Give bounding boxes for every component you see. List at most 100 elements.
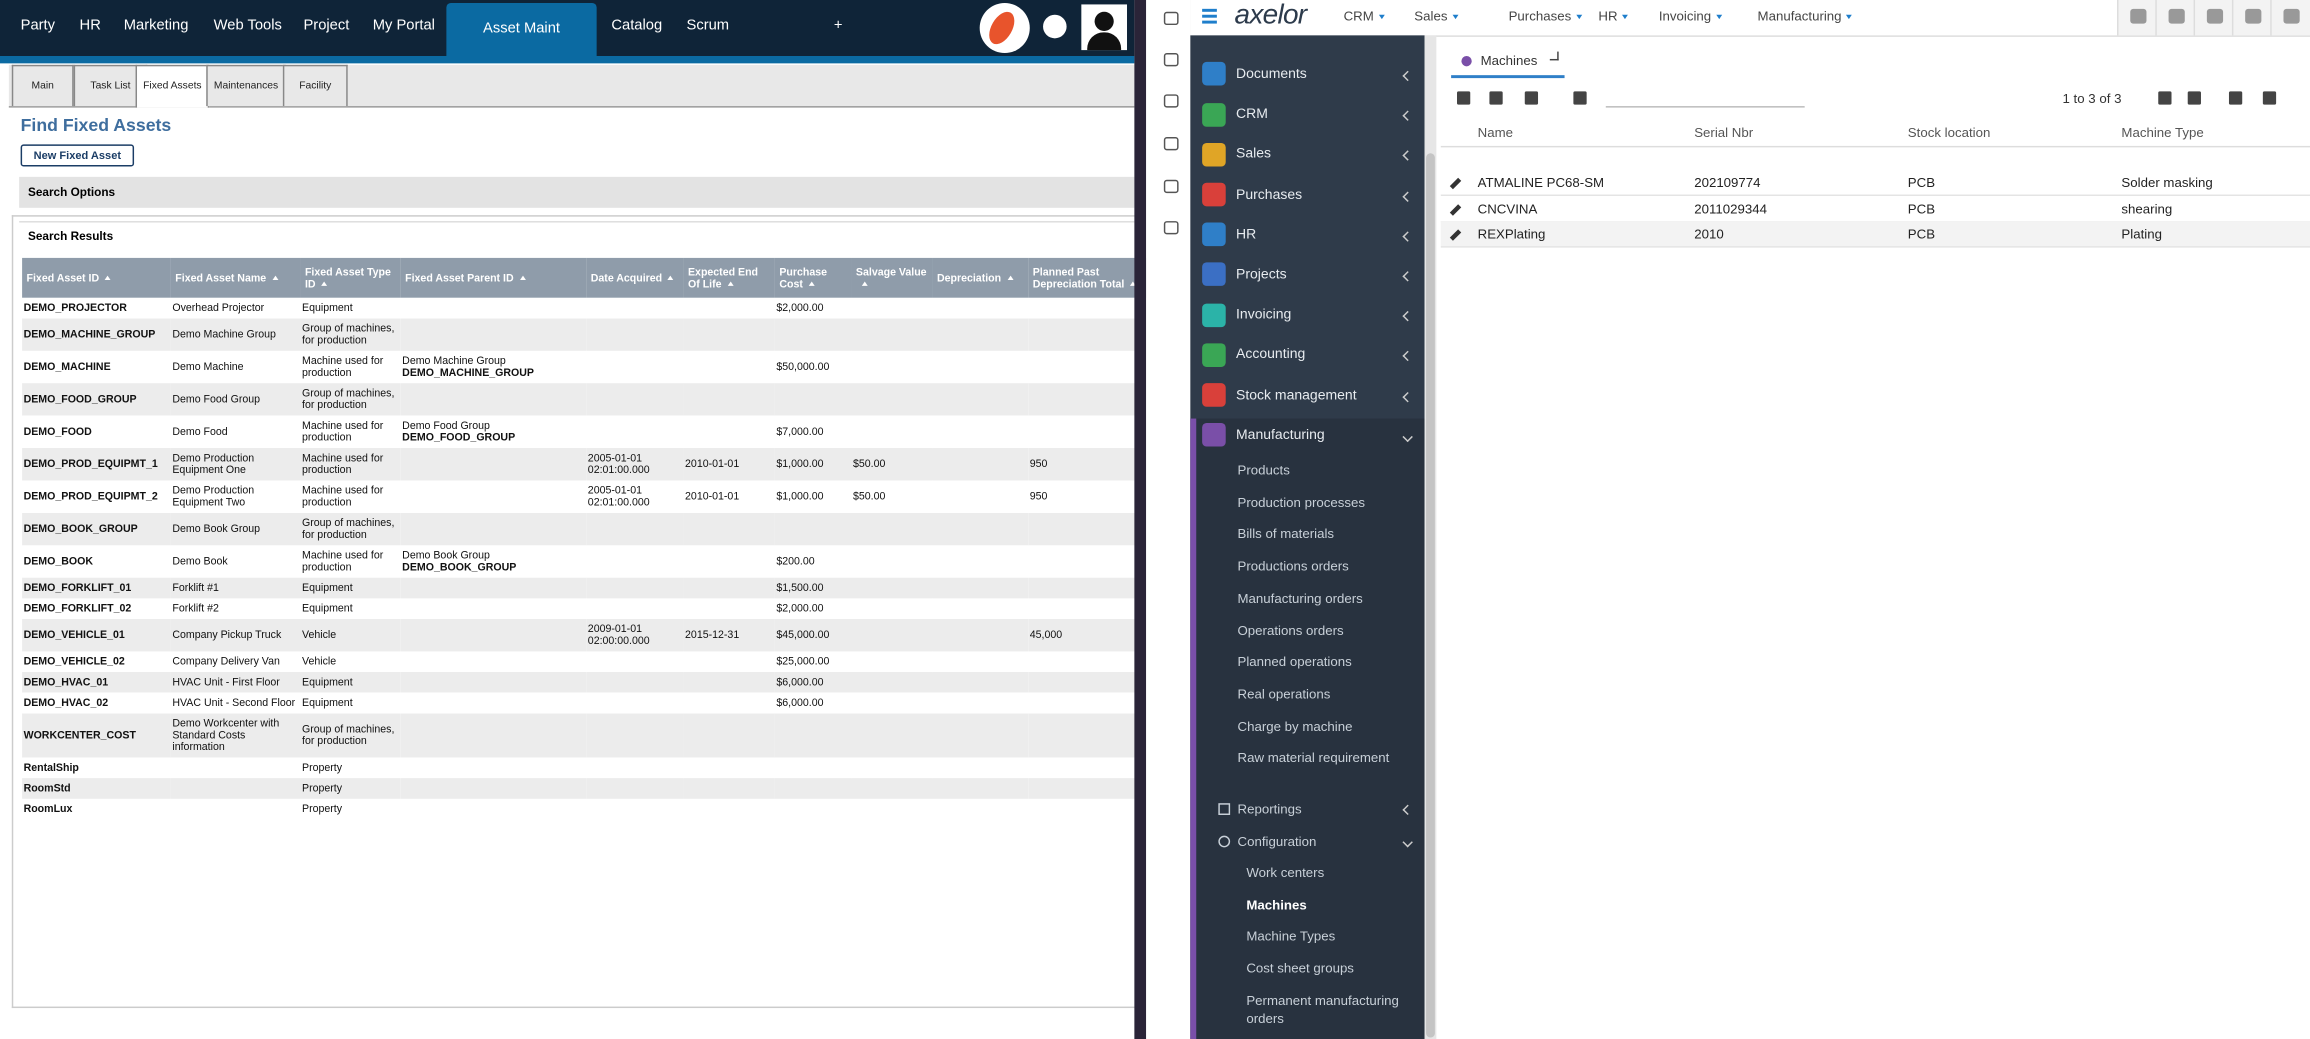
header-icon[interactable]	[2231, 0, 2272, 36]
sidebar-module[interactable]: Accounting	[1202, 341, 1305, 370]
sidebar-module[interactable]: Purchases	[1202, 181, 1302, 210]
menu-item[interactable]: HR	[1598, 9, 1628, 24]
config-item[interactable]: Machines	[1246, 897, 1307, 912]
column-header[interactable]: Date Acquired	[586, 257, 684, 298]
sidebar-module[interactable]: Manufacturing	[1202, 421, 1325, 450]
column-label: Expected End Of Life	[687, 264, 759, 290]
toolbar-icon[interactable]	[2158, 91, 2172, 105]
menu-item[interactable]: CRM	[1344, 9, 1385, 24]
close-icon[interactable]	[1549, 51, 1558, 61]
nav-item[interactable]: Catalog	[611, 17, 663, 34]
sidebar-module[interactable]: CRM	[1202, 100, 1268, 129]
new-button[interactable]: New Fixed Asset	[20, 144, 135, 167]
nav-item[interactable]: HR	[79, 17, 101, 34]
menu-item[interactable]: Purchases	[1509, 9, 1582, 24]
toolbar-icon[interactable]	[2262, 91, 2277, 105]
submenu-item[interactable]: Operations orders	[1237, 622, 1344, 638]
column-header[interactable]: Purchase Cost	[774, 257, 852, 298]
nav-item[interactable]: Marketing	[123, 17, 189, 34]
column-header[interactable]: Fixed Asset ID	[22, 257, 171, 298]
menu-item[interactable]: Manufacturing	[1758, 9, 1852, 24]
nav-item[interactable]: +	[833, 17, 843, 34]
nav-item[interactable]: Web Tools	[213, 17, 282, 34]
tab[interactable]: Task List	[73, 64, 148, 107]
nav-item[interactable]: Asset Maint	[446, 2, 597, 57]
menu-toggle[interactable]	[1202, 8, 1217, 24]
menu-item[interactable]: Sales	[1414, 9, 1458, 24]
table-cell: DEMO_FOOD_GROUP	[22, 383, 171, 416]
grid-row[interactable]	[1440, 195, 2310, 222]
toolbar-icon[interactable]	[2228, 91, 2243, 105]
tab[interactable]: Maintenances	[206, 64, 286, 107]
cell-text: DEMO_HVAC_01	[23, 674, 109, 689]
sidebar-module[interactable]: Documents	[1202, 60, 1307, 89]
help-icon[interactable]	[1043, 14, 1067, 39]
search-options[interactable]: Search Options	[19, 176, 1135, 208]
grid-header[interactable]: Name	[1477, 125, 1514, 141]
sidebar-module[interactable]: HR	[1202, 221, 1256, 250]
toolbar-icon[interactable]	[2187, 91, 2201, 105]
submenu-item[interactable]: Bills of materials	[1237, 526, 1335, 542]
header-icon[interactable]	[2270, 0, 2310, 36]
column-header[interactable]: Fixed Asset Parent ID	[400, 257, 587, 298]
parent-id: DEMO_BOOK_GROUP	[402, 560, 517, 574]
column-header[interactable]: Expected End Of Life	[683, 257, 775, 298]
toolbar-icon[interactable]	[1489, 91, 1503, 105]
table-cell	[933, 545, 1029, 577]
header-icon[interactable]	[2193, 0, 2234, 36]
table-cell: Equipment	[301, 693, 401, 714]
header-icon[interactable]	[2117, 0, 2157, 36]
menu-item[interactable]: Invoicing	[1659, 9, 1722, 24]
grid-header[interactable]: Serial Nbr	[1694, 125, 1754, 141]
column-header[interactable]: Depreciation	[932, 257, 1029, 298]
submenu-group[interactable]: Configuration	[1237, 833, 1317, 849]
config-item[interactable]: Permanent manufacturing orders	[1246, 993, 1399, 1026]
grid-row[interactable]	[1440, 169, 2310, 197]
strip-icon[interactable]	[1163, 221, 1179, 235]
column-header[interactable]: Salvage Value	[851, 257, 933, 298]
tab[interactable]: Fixed Assets	[135, 64, 210, 108]
grid-header[interactable]: Machine Type	[2121, 125, 2204, 141]
strip-icon[interactable]	[1163, 53, 1179, 67]
submenu-item[interactable]: Raw material requirement	[1237, 750, 1390, 766]
submenu-item[interactable]: Manufacturing orders	[1237, 590, 1363, 606]
cell-text: Group of machines, for production	[302, 386, 395, 412]
strip-icon[interactable]	[1163, 94, 1179, 108]
toolbar-icon[interactable]	[1524, 91, 1539, 105]
tab[interactable]: Facility	[282, 64, 348, 107]
strip-icon[interactable]	[1163, 11, 1179, 26]
submenu-group[interactable]: Reportings	[1237, 801, 1302, 817]
submenu-item[interactable]: Products	[1237, 462, 1290, 478]
toolbar-icon[interactable]	[1457, 91, 1471, 105]
nav-item[interactable]: Project	[303, 17, 350, 34]
config-item[interactable]: Work centers	[1246, 865, 1325, 880]
grid-row[interactable]	[1440, 221, 2310, 248]
submenu-item[interactable]: Charge by machine	[1237, 718, 1353, 734]
config-item[interactable]: Cost sheet groups	[1246, 961, 1354, 976]
nav-item[interactable]: My Portal	[372, 17, 435, 34]
avatar[interactable]	[1081, 4, 1128, 51]
toolbar-icon[interactable]	[1573, 91, 1587, 105]
strip-icon[interactable]	[1163, 179, 1179, 194]
sidebar-module[interactable]: Projects	[1202, 261, 1287, 290]
sidebar-module[interactable]: Stock management	[1202, 381, 1357, 410]
view-tab[interactable]: Machines	[1451, 47, 1564, 79]
submenu-item[interactable]: Planned operations	[1237, 654, 1352, 670]
search-input[interactable]	[1605, 106, 1805, 108]
nav-item[interactable]: Party	[20, 17, 56, 34]
submenu-item[interactable]: Real operations	[1237, 686, 1331, 702]
column-header[interactable]: Planned Past Depreciation Total	[1028, 257, 1147, 298]
sidebar-module[interactable]: Sales	[1202, 141, 1271, 170]
submenu-item[interactable]: Productions orders	[1237, 558, 1349, 574]
cell-text: Property	[302, 760, 343, 774]
grid-header[interactable]: Stock location	[1907, 125, 1991, 141]
tab[interactable]: Main	[11, 64, 74, 107]
strip-icon[interactable]	[1163, 137, 1179, 151]
nav-item[interactable]: Scrum	[686, 17, 730, 34]
submenu-item[interactable]: Production processes	[1237, 494, 1365, 510]
column-header[interactable]: Fixed Asset Type ID	[300, 257, 401, 298]
column-header[interactable]: Fixed Asset Name	[170, 257, 301, 298]
header-icon[interactable]	[2155, 0, 2196, 36]
config-item[interactable]: Machine Types	[1246, 929, 1336, 944]
sidebar-module[interactable]: Invoicing	[1202, 301, 1291, 330]
